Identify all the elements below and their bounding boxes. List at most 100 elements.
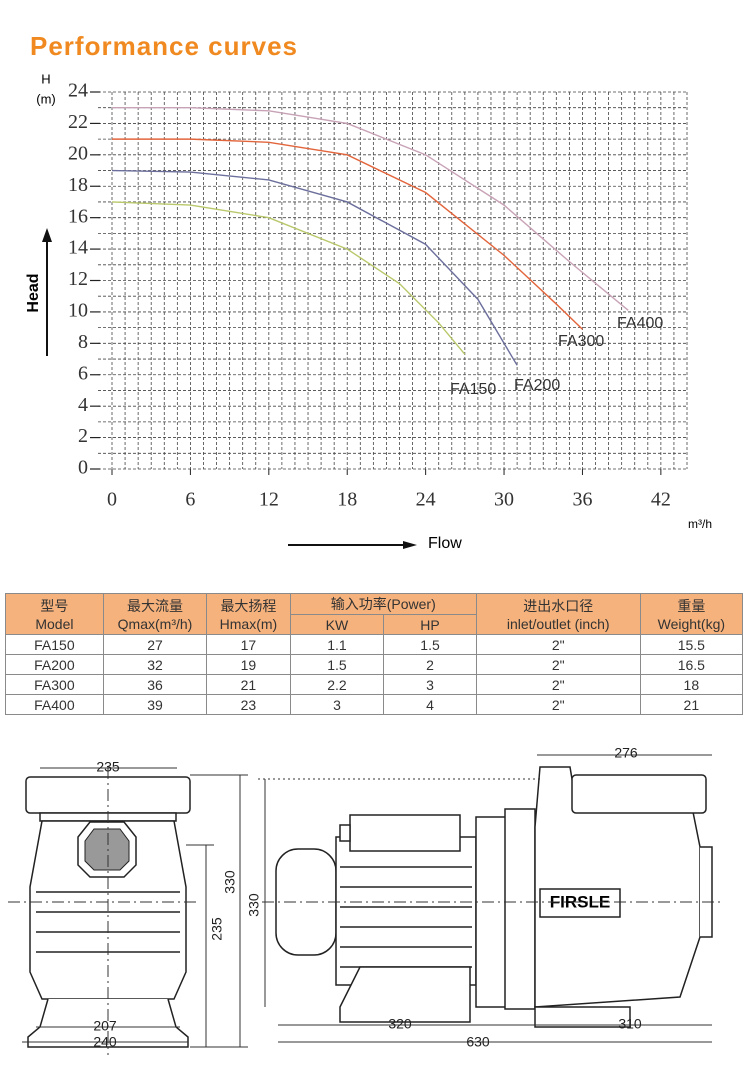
- y-tick-label: 24: [68, 80, 88, 102]
- table-cell: 2": [475, 634, 641, 655]
- curve: [112, 138, 583, 330]
- table-cell: FA200: [5, 654, 104, 675]
- table-cell: FA400: [5, 694, 104, 715]
- y-tick-label: 6: [78, 362, 88, 384]
- header-en: inlet/outlet (inch): [506, 616, 610, 632]
- table-cell: 27: [102, 634, 208, 655]
- table-cell: 21: [639, 694, 744, 715]
- x-tick-label: 18: [337, 489, 357, 511]
- x-tick-label: 12: [259, 489, 279, 511]
- table-cell: 3: [289, 694, 385, 715]
- side-view: FIRSLE 276 330 320 310 630: [246, 745, 720, 1050]
- header-row: 型号 Model 最大流量 Qmax(m³/h) 最大扬程 Hmax(m) 输入功率(Pow…: [5, 593, 744, 635]
- table-cell: 2": [475, 654, 641, 675]
- table-cell: 19: [206, 654, 291, 675]
- dimension-label: 207: [93, 1018, 117, 1034]
- x-tick-label: 24: [416, 489, 436, 511]
- table-cell: 18: [639, 674, 744, 695]
- table-cell: 2: [383, 654, 477, 675]
- spec-table: 型号 Model 最大流量 Qmax(m³/h) 最大扬程 Hmax(m) 输入功率(Pow…: [5, 593, 744, 715]
- y-tick-label: 16: [68, 205, 88, 227]
- x-axis-name: Flow: [428, 535, 462, 552]
- y-tick-label: 22: [68, 111, 88, 133]
- table-cell: 23: [206, 694, 291, 715]
- curve-label: FA400: [617, 315, 663, 332]
- header-cell: 型号 Model: [5, 593, 104, 635]
- table-row: FA300 36 21 2.2 3 2" 18: [5, 674, 744, 695]
- header-zh: 重量: [677, 598, 706, 614]
- dimension-label: 330: [246, 893, 262, 917]
- x-tick-label: 36: [572, 489, 592, 511]
- header-zh: 最大扬程: [220, 598, 277, 614]
- y-unit: (m): [36, 91, 56, 106]
- x-tick-label: 42: [651, 489, 671, 511]
- y-tick-label: 2: [78, 425, 88, 447]
- dimension-label: 235: [96, 759, 120, 775]
- header-cell: KW: [289, 614, 385, 635]
- y-axis-name: Head: [25, 273, 42, 312]
- header-cell: 最大扬程 Hmax(m): [206, 593, 291, 635]
- y-tick-label: 18: [68, 174, 88, 196]
- table-cell: 2": [475, 694, 641, 715]
- header-en: Qmax(m³/h): [117, 616, 193, 632]
- y-tick-label: 0: [78, 457, 88, 479]
- table-cell: 2": [475, 674, 641, 695]
- table-cell: 36: [102, 674, 208, 695]
- table-cell: 1.5: [383, 634, 477, 655]
- table-cell: 15.5: [639, 634, 744, 655]
- table-cell: 2.2: [289, 674, 385, 695]
- header-cell: 输入功率(Power): [289, 593, 477, 615]
- table-cell: FA150: [5, 634, 104, 655]
- arrow-head: [403, 541, 417, 549]
- chart: Performance curves H (m) Head Flow m³/h …: [25, 31, 712, 552]
- curve: [111, 169, 518, 366]
- curve-label: FA150: [450, 381, 496, 398]
- table-cell: 16.5: [639, 654, 744, 675]
- x-tick-label: 0: [107, 489, 117, 511]
- dimension-label: 235: [209, 917, 225, 941]
- y-tick-label: 4: [78, 394, 88, 416]
- dimension-label: 630: [466, 1034, 490, 1050]
- header-en: Hmax(m): [219, 616, 278, 632]
- y-tick-label: 12: [68, 268, 88, 290]
- curve: [112, 107, 629, 311]
- table-cell: 17: [206, 634, 291, 655]
- chart-title: Performance curves: [30, 31, 298, 61]
- dimension-label: 276: [614, 745, 638, 761]
- arrow-head: [42, 228, 52, 242]
- y-unit: H: [41, 71, 50, 86]
- table-cell: 1.5: [289, 654, 385, 675]
- y-tick-label: 10: [68, 300, 88, 322]
- front-view: 235 330 235 207 240: [8, 759, 248, 1055]
- x-tick-label: 30: [494, 489, 514, 511]
- technical-drawing: 235 330 235 207 240 FIRSLE 276 330 320 3…: [8, 745, 720, 1055]
- header-zh: 型号: [40, 598, 69, 614]
- dimension-label: 330: [222, 870, 238, 894]
- table-cell: 1.1: [289, 634, 385, 655]
- curve: [111, 201, 466, 355]
- table-cell: 32: [102, 654, 208, 675]
- header-zh: 最大流量: [127, 598, 183, 614]
- header-en: Model: [35, 616, 74, 632]
- y-tick-label: 8: [78, 331, 88, 353]
- dimension-label: 240: [93, 1034, 117, 1050]
- header-cell: 最大流量 Qmax(m³/h): [102, 593, 208, 635]
- header-cell: HP: [383, 614, 477, 635]
- header-en: Weight(kg): [657, 616, 726, 632]
- header-cell: 重量 Weight(kg): [639, 593, 744, 635]
- table-cell: 4: [383, 694, 477, 715]
- header-zh: 进出水口径: [523, 598, 594, 614]
- table-cell: FA300: [5, 674, 104, 695]
- table-cell: 21: [206, 674, 291, 695]
- table-cell: 39: [102, 694, 208, 715]
- table-row: FA400 39 23 3 4 2" 21: [5, 694, 744, 715]
- curve-label: FA300: [558, 333, 604, 350]
- header-cell: 进出水口径 inlet/outlet (inch): [475, 593, 641, 635]
- table-cell: 3: [383, 674, 477, 695]
- curve-label: FA200: [514, 377, 560, 394]
- table-row: FA200 32 19 1.5 2 2" 16.5: [5, 654, 744, 675]
- x-unit: m³/h: [688, 517, 712, 531]
- y-tick-label: 20: [68, 142, 88, 164]
- table-row: FA150 27 17 1.1 1.5 2" 15.5: [5, 634, 744, 655]
